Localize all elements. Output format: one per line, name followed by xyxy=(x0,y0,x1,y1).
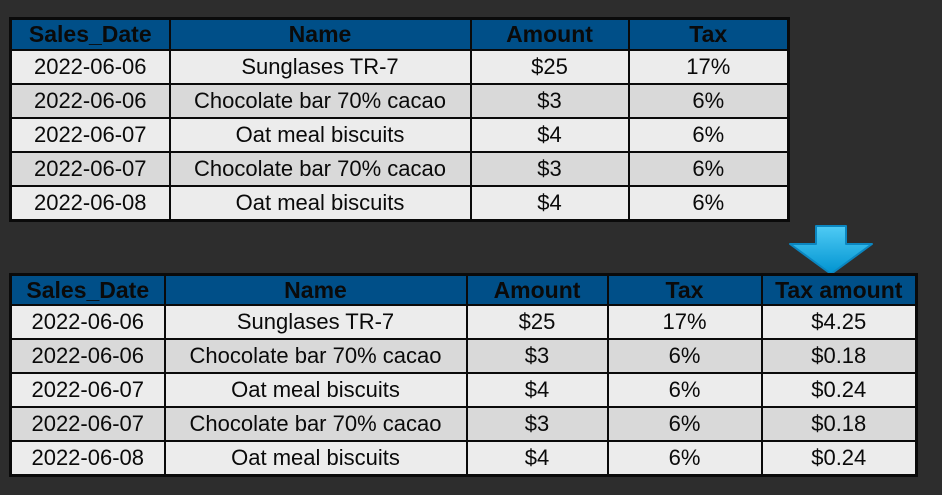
cell-name: Oat meal biscuits xyxy=(163,372,468,408)
header-row: Sales_Date Name Amount Tax Tax amount xyxy=(9,273,918,306)
column-header-sales-date: Sales_Date xyxy=(9,273,166,306)
table-row: 2022-06-08 Oat meal biscuits $4 6% $0.24 xyxy=(9,440,918,477)
table-row: 2022-06-06 Chocolate bar 70% cacao $3 6% xyxy=(9,83,790,119)
cell-name: Chocolate bar 70% cacao xyxy=(163,406,468,442)
cell-tax: 17% xyxy=(627,49,790,85)
table-row: 2022-06-07 Oat meal biscuits $4 6% $0.24 xyxy=(9,372,918,408)
cell-amount: $4 xyxy=(465,440,609,477)
cell-amount: $3 xyxy=(465,406,609,442)
cell-sales-date: 2022-06-06 xyxy=(9,304,166,340)
cell-amount: $4 xyxy=(465,372,609,408)
column-header-tax: Tax xyxy=(606,273,763,306)
cell-tax: 6% xyxy=(606,338,763,374)
cell-amount: $4 xyxy=(469,185,630,222)
cell-tax-amount: $0.24 xyxy=(760,372,918,408)
cell-tax-amount: $0.18 xyxy=(760,338,918,374)
cell-name: Chocolate bar 70% cacao xyxy=(163,338,468,374)
cell-sales-date: 2022-06-06 xyxy=(9,338,166,374)
cell-amount: $3 xyxy=(465,338,609,374)
cell-tax: 6% xyxy=(627,117,790,153)
cell-tax-amount: $4.25 xyxy=(760,304,918,340)
result-table: Sales_Date Name Amount Tax Tax amount 20… xyxy=(9,273,918,477)
table-row: 2022-06-06 Sunglases TR-7 $25 17% $4.25 xyxy=(9,304,918,340)
table-row: 2022-06-07 Chocolate bar 70% cacao $3 6%… xyxy=(9,406,918,442)
cell-tax: 6% xyxy=(606,406,763,442)
table-row: 2022-06-08 Oat meal biscuits $4 6% xyxy=(9,185,790,222)
cell-amount: $3 xyxy=(469,83,630,119)
table-row: 2022-06-07 Oat meal biscuits $4 6% xyxy=(9,117,790,153)
cell-name: Oat meal biscuits xyxy=(163,440,468,477)
cell-tax-amount: $0.18 xyxy=(760,406,918,442)
cell-amount: $25 xyxy=(465,304,609,340)
cell-sales-date: 2022-06-06 xyxy=(9,49,171,85)
cell-sales-date: 2022-06-06 xyxy=(9,83,171,119)
column-header-amount: Amount xyxy=(469,17,630,51)
cell-tax: 17% xyxy=(606,304,763,340)
cell-name: Chocolate bar 70% cacao xyxy=(168,151,472,187)
cell-name: Oat meal biscuits xyxy=(168,117,472,153)
column-header-sales-date: Sales_Date xyxy=(9,17,171,51)
column-header-tax-amount: Tax amount xyxy=(760,273,918,306)
column-header-name: Name xyxy=(163,273,468,306)
cell-tax: 6% xyxy=(606,440,763,477)
cell-sales-date: 2022-06-08 xyxy=(9,185,171,222)
header-row: Sales_Date Name Amount Tax xyxy=(9,17,790,51)
arrow-down-icon xyxy=(789,225,873,275)
cell-name: Chocolate bar 70% cacao xyxy=(168,83,472,119)
table-row: 2022-06-06 Sunglases TR-7 $25 17% xyxy=(9,49,790,85)
cell-amount: $3 xyxy=(469,151,630,187)
cell-sales-date: 2022-06-07 xyxy=(9,151,171,187)
cell-sales-date: 2022-06-08 xyxy=(9,440,166,477)
cell-name: Oat meal biscuits xyxy=(168,185,472,222)
cell-name: Sunglases TR-7 xyxy=(163,304,468,340)
column-header-amount: Amount xyxy=(465,273,609,306)
cell-tax-amount: $0.24 xyxy=(760,440,918,477)
source-table: Sales_Date Name Amount Tax 2022-06-06 Su… xyxy=(9,17,790,222)
cell-tax: 6% xyxy=(627,83,790,119)
cell-sales-date: 2022-06-07 xyxy=(9,117,171,153)
cell-sales-date: 2022-06-07 xyxy=(9,406,166,442)
column-header-name: Name xyxy=(168,17,472,51)
table-row: 2022-06-06 Chocolate bar 70% cacao $3 6%… xyxy=(9,338,918,374)
cell-tax: 6% xyxy=(606,372,763,408)
cell-tax: 6% xyxy=(627,151,790,187)
cell-amount: $25 xyxy=(469,49,630,85)
table-row: 2022-06-07 Chocolate bar 70% cacao $3 6% xyxy=(9,151,790,187)
column-header-tax: Tax xyxy=(627,17,790,51)
cell-amount: $4 xyxy=(469,117,630,153)
cell-sales-date: 2022-06-07 xyxy=(9,372,166,408)
cell-tax: 6% xyxy=(627,185,790,222)
cell-name: Sunglases TR-7 xyxy=(168,49,472,85)
